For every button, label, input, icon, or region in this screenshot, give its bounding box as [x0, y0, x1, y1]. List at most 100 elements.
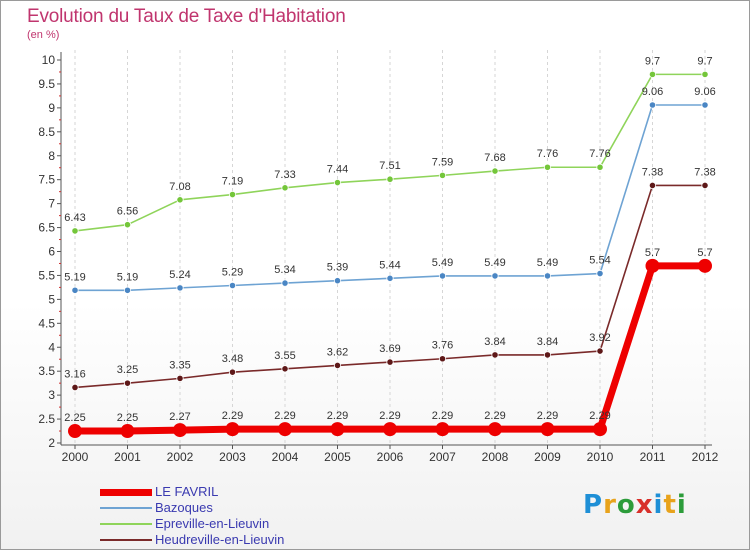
- data-label: 2.29: [274, 410, 295, 422]
- data-point: [386, 358, 394, 366]
- x-tick-label: 2007: [429, 450, 456, 464]
- data-label: 2.29: [222, 410, 243, 422]
- legend-label: LE FAVRIL: [155, 484, 219, 499]
- data-point: [330, 422, 345, 437]
- data-point: [228, 190, 237, 199]
- data-point: [281, 365, 289, 373]
- legend-swatch: [100, 539, 152, 541]
- data-label: 2.29: [379, 410, 400, 422]
- y-tick-label: 8.5: [38, 125, 55, 139]
- logo-letter: x: [635, 490, 654, 520]
- data-point: [123, 221, 132, 229]
- data-point: [701, 181, 709, 190]
- series-bazoques: 5.19 5.19 5.24 5.29 5.34 5.39 5.44 5.49 5.49 5.49…: [64, 86, 716, 294]
- data-label: 5.49: [537, 257, 558, 269]
- data-label: 7.44: [327, 164, 348, 176]
- data-label: 3.84: [537, 336, 558, 348]
- data-point: [333, 178, 342, 187]
- data-point: [648, 181, 657, 190]
- logo-letter: i: [676, 490, 687, 520]
- x-tick-label: 2003: [219, 450, 246, 464]
- data-label: 7.68: [484, 152, 505, 164]
- y-tick-label: 5.5: [38, 268, 55, 282]
- data-label: 7.76: [537, 148, 558, 160]
- data-label: 6.56: [117, 206, 138, 218]
- data-label: 5.54: [589, 255, 610, 267]
- data-label: 9.7: [697, 55, 712, 67]
- data-label: 5.49: [484, 257, 505, 269]
- data-point: [701, 70, 709, 78]
- data-point: [173, 423, 187, 438]
- y-tick-label: 4.5: [38, 316, 55, 330]
- data-point: [333, 361, 342, 370]
- y-tick-label: 6: [48, 245, 55, 259]
- data-point: [228, 368, 237, 376]
- data-point: [596, 347, 604, 355]
- chart-subtitle: (en %): [27, 29, 60, 41]
- data-label: 2.29: [327, 410, 348, 422]
- data-point: [123, 286, 132, 294]
- y-tick-label: 5: [48, 292, 55, 306]
- data-point: [543, 351, 552, 359]
- y-tick-label: 7.5: [38, 173, 55, 187]
- data-label: 2.29: [432, 410, 453, 422]
- legend-label: Bazoques: [155, 500, 213, 515]
- data-label: 7.38: [642, 166, 663, 178]
- data-point: [488, 422, 502, 437]
- y-tick-label: 9.5: [38, 77, 55, 91]
- y-tick-label: 4: [48, 340, 55, 354]
- data-label: 6.43: [64, 212, 85, 224]
- data-point: [438, 171, 447, 179]
- data-point: [281, 184, 289, 192]
- data-point: [68, 424, 82, 439]
- data-label: 3.84: [484, 336, 505, 348]
- data-point: [228, 281, 237, 290]
- data-label: 9.7: [645, 55, 660, 67]
- data-point: [596, 269, 604, 278]
- data-point: [123, 379, 132, 387]
- data-point: [386, 274, 394, 282]
- data-point: [491, 272, 499, 280]
- data-point: [71, 227, 79, 235]
- data-point: [593, 422, 607, 437]
- logo-letter: t: [663, 490, 677, 520]
- legend-swatch: [100, 523, 152, 525]
- data-point: [281, 279, 289, 287]
- data-label: 2.27: [169, 411, 190, 423]
- y-tick-label: 6.5: [38, 221, 55, 235]
- data-point: [176, 284, 184, 292]
- data-point: [120, 424, 135, 439]
- data-label: 9.06: [642, 86, 663, 98]
- y-tick-label: 3: [48, 388, 55, 402]
- data-point: [596, 163, 604, 171]
- data-label: 3.25: [117, 364, 138, 376]
- legend-swatch: [100, 489, 152, 496]
- data-label: 7.51: [379, 160, 400, 172]
- y-tick-label: 2.5: [38, 412, 55, 426]
- data-point: [543, 272, 552, 280]
- data-label: 5.7: [697, 247, 712, 259]
- logo-letter: i: [653, 490, 664, 520]
- data-point: [698, 258, 712, 273]
- data-label: 3.92: [589, 332, 610, 344]
- data-point: [438, 355, 447, 363]
- data-label: 3.76: [432, 340, 453, 352]
- data-label: 5.39: [327, 262, 348, 274]
- legend-swatch: [100, 507, 152, 509]
- chart-title: Evolution du Taux de Taxe d'Habitation: [27, 6, 346, 27]
- y-tick-label: 3.5: [38, 364, 55, 378]
- data-label: 5.19: [117, 271, 138, 283]
- series-heudreville-en-lieuvin: 3.16 3.25 3.35 3.48 3.55 3.62 3.69 3.76 3.84 3.84…: [64, 166, 716, 392]
- data-point: [540, 422, 555, 437]
- data-label: 3.35: [169, 359, 190, 371]
- data-point: [71, 286, 79, 294]
- data-point: [648, 70, 657, 78]
- series-epreville-en-lieuvin: 6.43 6.56 7.08 7.19 7.33 7.44 7.51 7.59 7.68 7.76…: [64, 55, 713, 235]
- x-tick-label: 2010: [587, 450, 614, 464]
- x-tick-label: 2002: [167, 450, 194, 464]
- data-label: 7.19: [222, 176, 243, 188]
- data-label: 2.29: [589, 410, 610, 422]
- legend-label: Heudreville-en-Lieuvin: [155, 532, 285, 547]
